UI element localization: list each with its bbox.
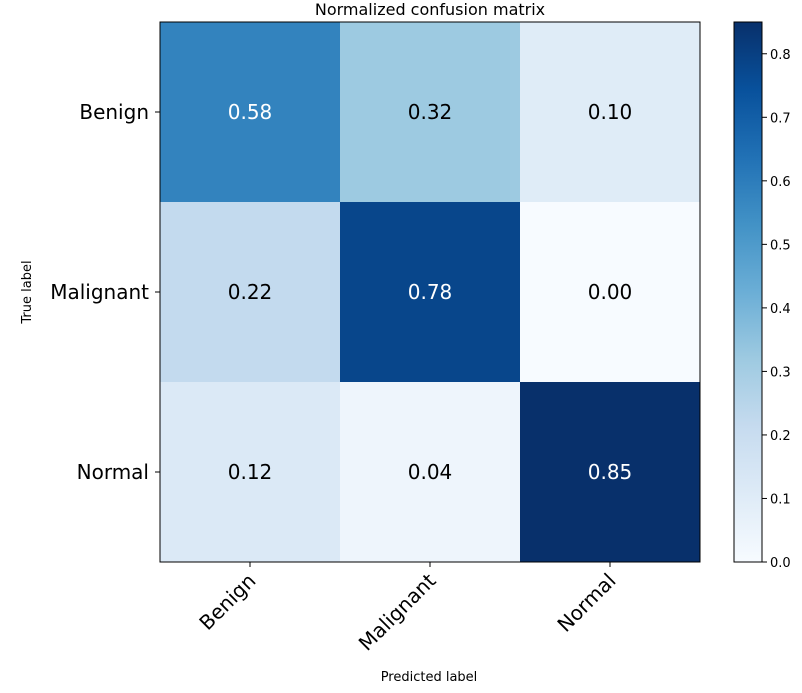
colorbar-tick-label: 0.8 — [770, 48, 791, 63]
cell-value-label: 0.32 — [408, 100, 453, 124]
colorbar-tick-label: 0.0 — [770, 556, 791, 571]
x-axis-label: Predicted label — [381, 670, 478, 685]
matrix-cell — [520, 22, 700, 202]
colorbar-tick-label: 0.2 — [770, 429, 791, 444]
matrix-cell — [340, 22, 520, 202]
cell-value-label: 0.85 — [588, 460, 633, 484]
colorbar-tick-label: 0.4 — [770, 302, 791, 317]
cell-value-label: 0.04 — [408, 460, 453, 484]
x-tick-label: Benign — [194, 569, 260, 635]
matrix-cell — [520, 202, 700, 382]
y-axis-label: True label — [20, 260, 35, 324]
matrix-cell — [340, 202, 520, 382]
cell-value-label: 0.12 — [228, 460, 273, 484]
matrix-cell — [160, 382, 340, 562]
cell-value-label: 0.22 — [228, 280, 273, 304]
matrix-cell — [160, 202, 340, 382]
chart-title: Normalized confusion matrix — [315, 0, 545, 19]
colorbar — [733, 21, 763, 563]
cell-value-label: 0.00 — [588, 280, 633, 304]
matrix-cell — [340, 382, 520, 562]
cell-value-label: 0.10 — [588, 100, 633, 124]
colorbar-tick-label: 0.5 — [770, 238, 791, 253]
y-tick-label: Benign — [79, 100, 149, 124]
cell-value-label: 0.78 — [408, 280, 453, 304]
cell-value-label: 0.58 — [228, 100, 273, 124]
colorbar-tick-label: 0.1 — [770, 492, 791, 507]
matrix-cell — [520, 382, 700, 562]
x-tick-label: Malignant — [354, 568, 441, 655]
x-tick-label: Normal — [552, 569, 620, 637]
colorbar-tick-label: 0.3 — [770, 365, 791, 380]
y-tick-label: Normal — [77, 460, 149, 484]
matrix-cell — [160, 22, 340, 202]
colorbar-tick-label: 0.6 — [770, 175, 791, 190]
colorbar-tick-label: 0.7 — [770, 111, 791, 126]
y-tick-label: Malignant — [50, 280, 149, 304]
